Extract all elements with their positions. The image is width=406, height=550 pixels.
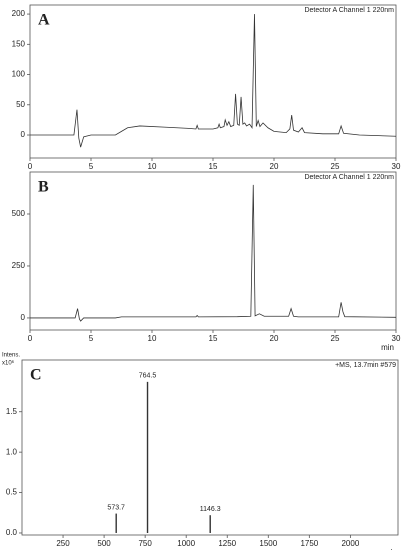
x-tick-label: 20 — [270, 162, 279, 171]
x-tick-label: 1250 — [218, 539, 236, 548]
plot-frame — [21, 359, 399, 536]
panel-label: C — [30, 367, 42, 384]
x-tick-label: 1750 — [300, 539, 318, 548]
x-tick-label: 20 — [270, 334, 279, 343]
x-tick-label: 15 — [209, 334, 218, 343]
x-axis-label: min — [381, 343, 394, 352]
y-tick-label: 0 — [21, 313, 26, 322]
x-tick-label: 0 — [28, 334, 33, 343]
x-tick-label: 5 — [89, 334, 94, 343]
x-tick-label: 500 — [97, 539, 111, 548]
panel-label: A — [38, 12, 50, 29]
x-tick-label: 5 — [89, 162, 94, 171]
plot-frame — [29, 4, 397, 159]
y-tick-label: 500 — [12, 209, 26, 218]
y-axis-label: Intens. — [2, 353, 20, 359]
x-tick-label: 2000 — [341, 539, 359, 548]
panel-label: B — [38, 179, 49, 196]
plot-frame — [29, 171, 397, 331]
y-multiplier: x10⁶ — [2, 360, 15, 367]
y-tick-label: 100 — [12, 70, 26, 79]
x-tick-label: 750 — [138, 539, 152, 548]
x-tick-label: 25 — [331, 162, 340, 171]
y-tick-label: 0.0 — [6, 528, 18, 537]
x-tick-label: 1000 — [177, 539, 195, 548]
chromatogram-trace — [30, 14, 397, 148]
x-tick-label: 10 — [148, 334, 157, 343]
x-tick-label: 10 — [148, 162, 157, 171]
chart-title: Detector A Channel 1 220nm — [304, 7, 394, 14]
chromatogram-trace — [30, 184, 397, 322]
peak-label: 1146.3 — [200, 506, 221, 513]
y-tick-label: 50 — [16, 100, 25, 109]
y-tick-label: 1.5 — [6, 407, 18, 416]
x-tick-label: 25 — [331, 334, 340, 343]
y-tick-label: 1.0 — [6, 447, 18, 456]
x-axis-label: m/z — [383, 548, 396, 550]
y-tick-label: 200 — [12, 9, 26, 18]
x-tick-label: 0 — [28, 162, 33, 171]
peak-label: 573.7 — [107, 504, 125, 511]
x-tick-label: 30 — [392, 334, 401, 343]
y-tick-label: 0 — [21, 130, 26, 139]
y-tick-label: 0.5 — [6, 488, 18, 497]
x-tick-label: 1500 — [259, 539, 277, 548]
x-tick-label: 15 — [209, 162, 218, 171]
y-tick-label: 250 — [12, 261, 26, 270]
x-tick-label: 30 — [392, 162, 401, 171]
chart-title: Detector A Channel 1 220nm — [304, 174, 394, 181]
y-tick-label: 150 — [12, 39, 26, 48]
x-tick-label: 250 — [56, 539, 70, 548]
peak-label: 764.5 — [139, 373, 157, 380]
chart-title: +MS, 13.7min #579 — [335, 362, 396, 369]
